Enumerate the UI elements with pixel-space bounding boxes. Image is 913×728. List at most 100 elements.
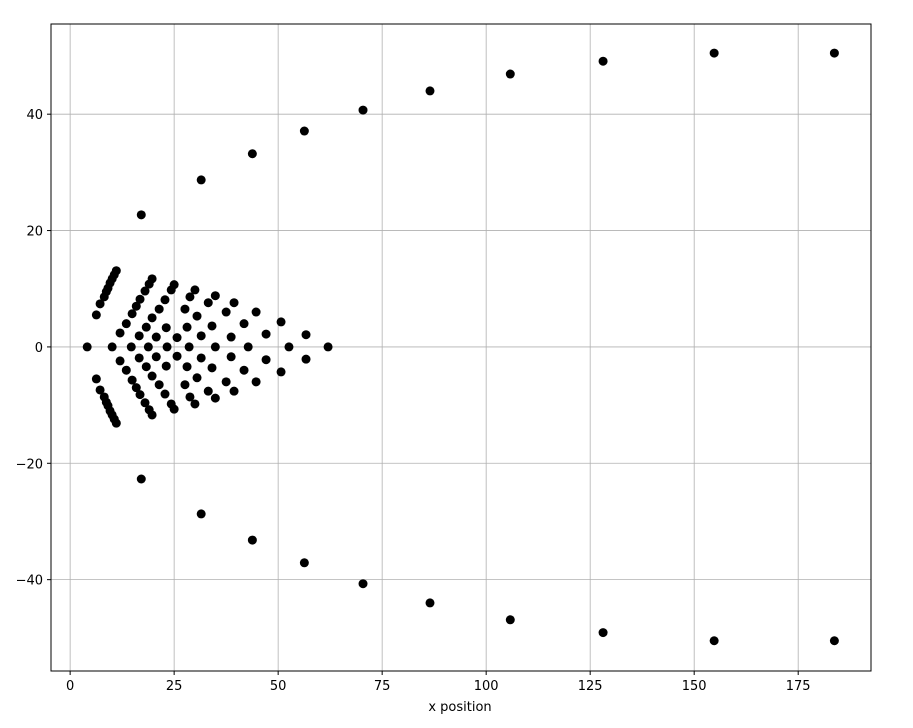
point (358, 579, 368, 589)
point (82, 342, 92, 352)
point (247, 535, 257, 545)
point (251, 377, 261, 387)
point (151, 352, 161, 362)
point (210, 342, 220, 352)
point (107, 342, 117, 352)
point (95, 385, 105, 395)
point (180, 380, 190, 390)
point (226, 332, 236, 342)
point (115, 356, 125, 366)
point (505, 615, 515, 625)
point (196, 353, 206, 363)
point (709, 48, 719, 58)
x-tick-label: 50 (270, 679, 287, 694)
point (203, 386, 213, 396)
point (131, 383, 141, 393)
point (154, 304, 164, 314)
point (141, 322, 151, 332)
point (207, 321, 217, 331)
point (136, 210, 146, 220)
point (261, 329, 271, 339)
point (111, 418, 121, 428)
point (147, 313, 157, 323)
point (172, 333, 182, 343)
point (251, 307, 261, 317)
point (323, 342, 333, 352)
point (160, 295, 170, 305)
point (111, 266, 121, 276)
point (147, 410, 157, 420)
point (91, 310, 101, 320)
point (196, 509, 206, 519)
point (184, 342, 194, 352)
x-tick-label: 175 (786, 679, 811, 694)
point (140, 398, 150, 408)
x-tick-label: 75 (374, 679, 391, 694)
point (299, 558, 309, 568)
point (709, 636, 719, 646)
point (243, 342, 253, 352)
point (301, 330, 311, 340)
point (161, 361, 171, 371)
point (95, 299, 105, 309)
point (261, 355, 271, 365)
point (169, 280, 179, 290)
point (284, 342, 294, 352)
point (196, 175, 206, 185)
point (229, 298, 239, 308)
point (131, 301, 141, 311)
point (140, 286, 150, 296)
point (162, 342, 172, 352)
point (203, 298, 213, 308)
point (127, 309, 137, 319)
point (147, 274, 157, 284)
point (180, 304, 190, 314)
point (141, 362, 151, 372)
y-tick-label: −40 (16, 574, 43, 589)
point (207, 363, 217, 373)
point (598, 628, 608, 638)
point (239, 319, 249, 329)
y-tick-label: 0 (35, 341, 43, 356)
point (121, 319, 131, 329)
x-tick-label: 0 (66, 679, 74, 694)
point (229, 386, 239, 396)
plot-frame (50, 23, 872, 672)
point (425, 86, 435, 96)
point (301, 354, 311, 364)
point (154, 380, 164, 390)
point (192, 311, 202, 321)
point (829, 48, 839, 58)
point (192, 373, 202, 383)
point (136, 474, 146, 484)
point (147, 371, 157, 381)
point (276, 367, 286, 377)
point (210, 393, 220, 403)
point (160, 389, 170, 399)
point (190, 399, 200, 409)
point (172, 351, 182, 361)
x-tick-label: 125 (578, 679, 603, 694)
point (226, 352, 236, 362)
point (143, 342, 153, 352)
x-tick-label: 25 (166, 679, 183, 694)
point (135, 390, 145, 400)
y-tick-label: 40 (26, 108, 43, 123)
point (185, 292, 195, 302)
point (134, 331, 144, 341)
point (182, 322, 192, 332)
point (115, 328, 125, 338)
x-tick-label: 100 (474, 679, 499, 694)
point (182, 362, 192, 372)
x-axis-label: x position (428, 700, 491, 715)
point (247, 149, 257, 159)
y-tick-label: −20 (16, 457, 43, 472)
point (196, 331, 206, 341)
point (221, 307, 231, 317)
point (829, 636, 839, 646)
point (121, 365, 131, 375)
point (299, 126, 309, 136)
point (161, 323, 171, 333)
